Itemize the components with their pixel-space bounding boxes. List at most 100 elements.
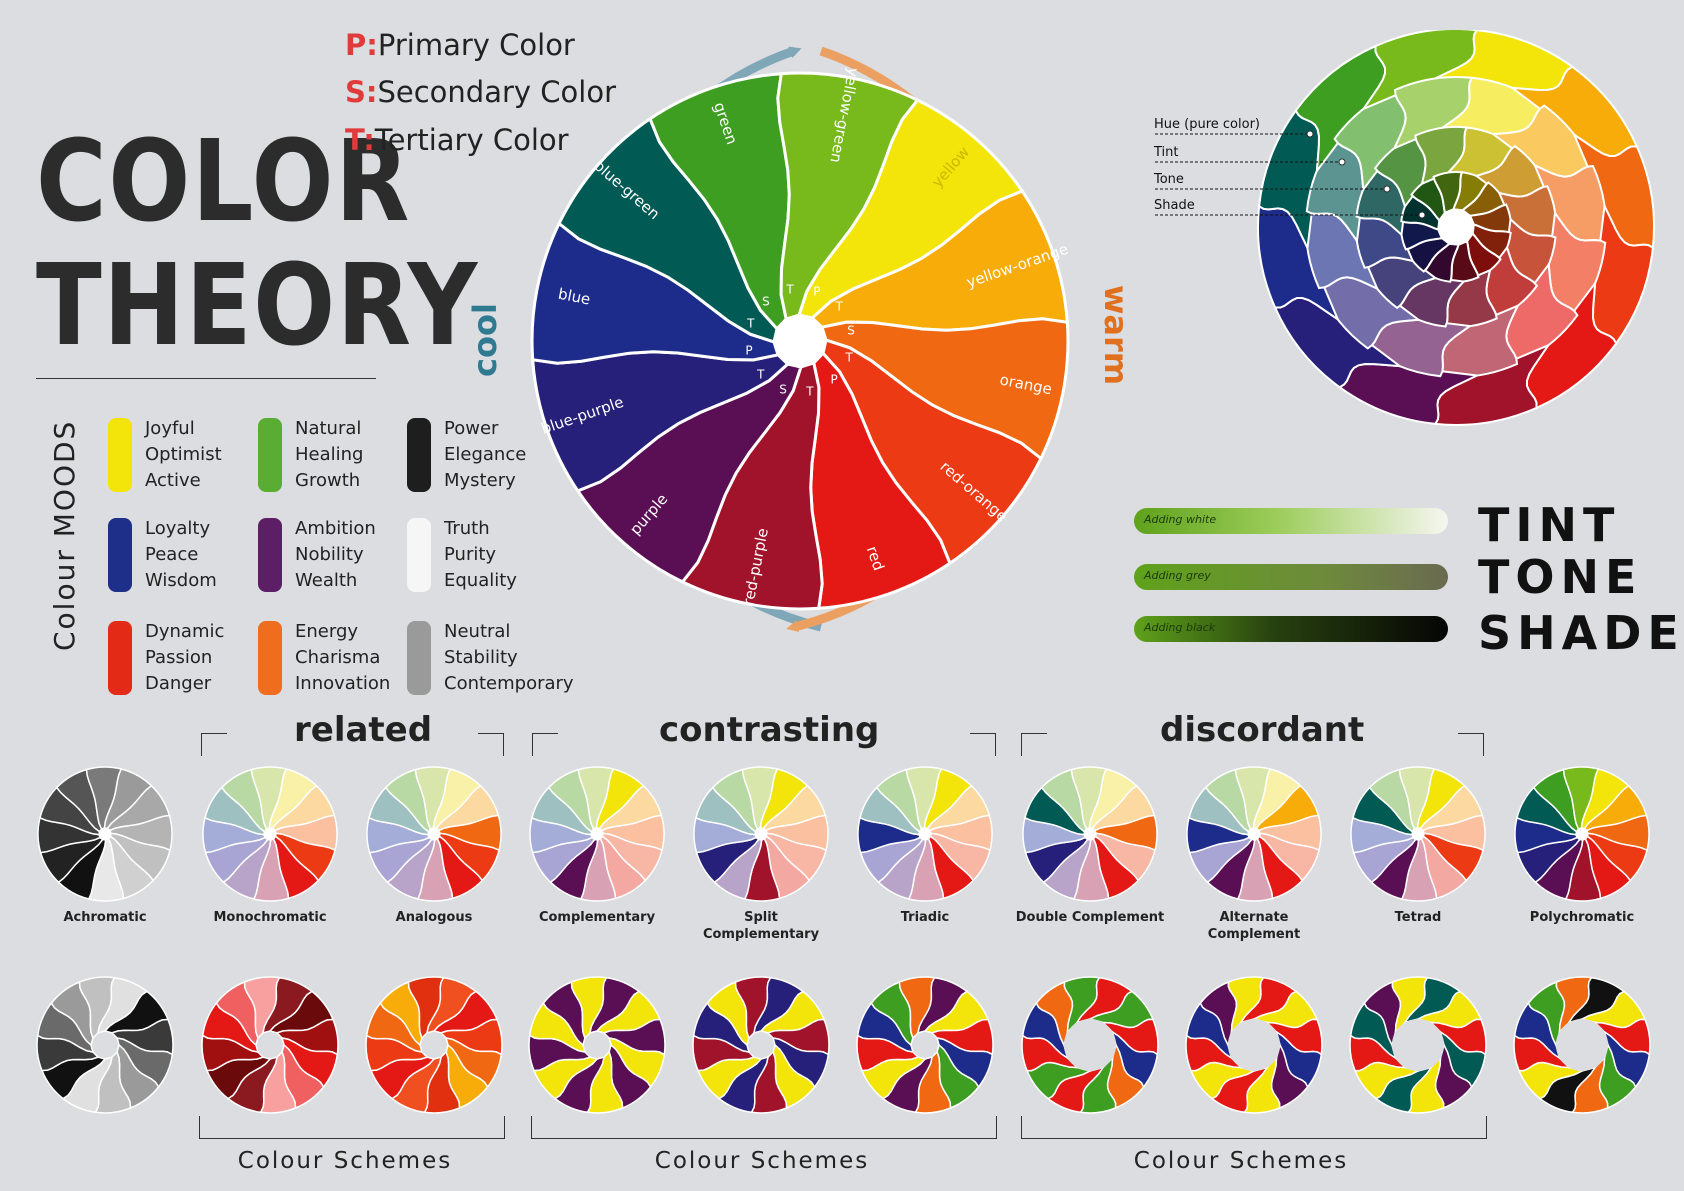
scheme-wheel-segment [905, 766, 943, 831]
mood-word: Loyalty [145, 518, 211, 539]
tts-segment [1414, 125, 1468, 186]
scheme-pattern-petal [753, 976, 805, 1034]
scheme-wheel-center [1084, 828, 1096, 840]
wheel-tag-yellow-orange: T [835, 299, 844, 313]
legend-label: Secondary Color [377, 75, 616, 109]
mood-word: Innovation [295, 673, 391, 694]
scheme-wheel-segment [577, 766, 615, 831]
scheme-pattern-center [1228, 1019, 1280, 1071]
mood-item: Joyful Optimist Active [108, 418, 278, 508]
mood-words: Ambition Nobility Wealth [295, 516, 376, 594]
mood-swatch [407, 418, 431, 492]
wheel-tag-yellow-green: T [785, 283, 794, 297]
scheme-wheel-segment [1562, 766, 1600, 831]
tts-segment [1432, 171, 1463, 215]
wheel-tag-green: S [762, 294, 770, 308]
mood-word: Wisdom [145, 570, 217, 591]
colour-schemes-label-2: Colour Schemes [654, 1148, 870, 1174]
cool-label: cool [470, 303, 504, 377]
scheme-wheel-center [1412, 828, 1424, 840]
category-discordant: discordant [1160, 710, 1365, 750]
scheme-label: Analogous [395, 910, 473, 925]
scheme-label: Triadic [900, 910, 950, 925]
tint-word: TINT [1478, 498, 1621, 552]
page-title: COLOR THEORY [36, 120, 479, 368]
mood-words: Joyful Optimist Active [145, 416, 222, 494]
mood-word: Natural [295, 418, 362, 439]
scheme-pattern-center [751, 1035, 771, 1055]
scheme-pattern-center [915, 1035, 935, 1055]
mood-words: Dynamic Passion Danger [145, 619, 224, 697]
mood-word: Growth [295, 470, 361, 491]
mood-word: Wealth [295, 570, 358, 591]
tone-bar-label: Adding grey [1144, 569, 1211, 582]
scheme-pattern-petal [1239, 976, 1298, 1024]
scheme-wheel-center [591, 828, 603, 840]
mood-swatch [108, 621, 132, 695]
tint-bar: Adding white [1134, 508, 1448, 534]
scheme-wheel-center [99, 828, 111, 840]
wheel-tag-orange: S [847, 324, 855, 338]
mood-item: Loyalty Peace Wisdom [108, 518, 278, 608]
legend-key: P: [345, 28, 378, 62]
mood-words: Loyalty Peace Wisdom [145, 516, 217, 594]
mood-word: Active [145, 470, 201, 491]
scheme-pattern-center [1064, 1019, 1116, 1071]
wheel-segment-yellow-green [776, 71, 920, 321]
category-related: related [294, 710, 433, 750]
mood-words: Natural Healing Growth [295, 416, 363, 494]
scheme-pattern-petal [589, 976, 641, 1034]
tint-bar-label: Adding white [1144, 513, 1217, 526]
mood-word: Passion [145, 647, 213, 668]
scheme-pattern-petal [1075, 976, 1134, 1024]
scheme-wheel-center [919, 828, 931, 840]
annot-shade: Shade [1154, 198, 1195, 213]
scheme-label: Achromatic [63, 910, 147, 925]
mood-word: Danger [145, 673, 212, 694]
mood-words: Truth Purity Equality [444, 516, 517, 594]
colour-schemes-label-1: Colour Schemes [237, 1148, 453, 1174]
mood-word: Neutral [444, 621, 511, 642]
shade-bar-label: Adding black [1144, 621, 1216, 634]
legend-primary: P:Primary Color [345, 28, 575, 62]
bracket-related-left [201, 733, 227, 756]
wheel-tag-red: P [830, 373, 837, 387]
shade-bar: Adding black [1134, 616, 1448, 642]
annot-tone: Tone [1154, 172, 1184, 187]
mood-swatch [407, 518, 431, 592]
scheme-wheel-center [428, 828, 440, 840]
mood-word: Contemporary [444, 673, 574, 694]
mood-words: Neutral Stability Contemporary [444, 619, 574, 697]
tts-segment [1360, 30, 1478, 112]
mood-item: Ambition Nobility Wealth [258, 518, 428, 608]
mood-word: Equality [444, 570, 517, 591]
scheme-pattern-petal [1567, 976, 1626, 1024]
mood-item: Neutral Stability Contemporary [407, 621, 577, 711]
mood-word: Power [444, 418, 499, 439]
mood-item: Natural Healing Growth [258, 418, 428, 508]
legend-key: T: [345, 123, 375, 157]
shade-word: SHADE [1478, 606, 1684, 660]
scheme-pattern-petal [262, 976, 314, 1034]
wheel-tag-blue-green: T [746, 317, 755, 331]
tts-wheel-center [1438, 209, 1474, 245]
mood-word: Energy [295, 621, 359, 642]
scheme-wheel-segment [414, 766, 452, 831]
scheme-wheel-center [264, 828, 276, 840]
bracket-contrasting-left [532, 733, 558, 756]
scheme-pattern-petal [1403, 976, 1462, 1024]
title-line-1: COLOR [36, 117, 412, 247]
mood-word: Truth [444, 518, 490, 539]
scheme-pattern-petal [917, 976, 969, 1034]
scheme-pattern-center [1556, 1019, 1608, 1071]
tone-word: TONE [1478, 550, 1643, 604]
wheel-label-blue: blue [557, 285, 592, 309]
mood-swatch [258, 518, 282, 592]
bottom-bracket-contrasting [531, 1116, 997, 1139]
mood-word: Healing [295, 444, 364, 465]
wheel-tag-yellow: P [813, 284, 820, 298]
main-color-wheel: yellowyellow-orangeorangered-orangeredre… [470, 46, 1135, 632]
legend-key: S: [345, 75, 378, 109]
scheme-label: Split Complementary [702, 910, 820, 942]
